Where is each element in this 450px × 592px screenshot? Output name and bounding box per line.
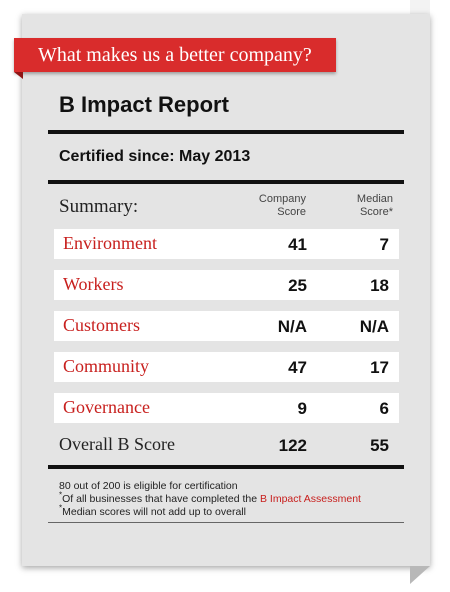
certified-value: May 2013 <box>179 148 251 165</box>
category-name: Environment <box>63 233 157 253</box>
certified-label: Certified since: <box>59 148 175 165</box>
median-score: N/A <box>359 317 389 336</box>
overall-label: Overall B Score <box>59 434 175 454</box>
table-bottom-divider <box>48 465 404 469</box>
banner: What makes us a better company? <box>14 38 336 72</box>
title-divider <box>48 130 404 134</box>
median-score: 6 <box>379 399 389 418</box>
company-score: 9 <box>297 399 307 418</box>
footnotes: 80 out of 200 is eligible for certificat… <box>59 480 399 519</box>
category-name: Community <box>63 356 150 376</box>
median-score: 17 <box>370 358 389 377</box>
page-title: B Impact Report <box>59 92 229 117</box>
b-impact-assessment-link[interactable]: B Impact Assessment <box>260 493 361 505</box>
median-score: 18 <box>370 276 389 295</box>
overall-company-score: 122 <box>278 436 307 455</box>
overall-median-score: 55 <box>370 436 389 455</box>
company-score: 41 <box>288 235 307 254</box>
footnote-eligibility: 80 out of 200 is eligible for certificat… <box>59 480 238 492</box>
median-score-header: Median Score* <box>357 193 393 219</box>
company-score: N/A <box>277 317 307 336</box>
footnote-median-sum-text: Median scores will not add up to overall <box>62 506 246 518</box>
table-row-governance: Governance 9 6 <box>54 393 399 423</box>
table-row-customers: Customers N/A N/A <box>54 311 399 341</box>
footnote-median-basis: *Of all businesses that have completed t… <box>59 490 399 506</box>
footnote-median-sum: *Median scores will not add up to overal… <box>59 503 399 519</box>
summary-label: Summary: <box>59 196 139 217</box>
company-score-header-line1: Company <box>258 193 306 205</box>
table-row-workers: Workers 25 18 <box>54 270 399 300</box>
footnote-asterisk: * <box>59 503 63 513</box>
median-score-header-line1: Median <box>356 193 393 205</box>
company-score-header: Company Score <box>259 193 306 219</box>
certified-divider <box>48 180 404 184</box>
footnote-divider <box>48 522 404 523</box>
banner-tail <box>14 72 23 79</box>
overall-score-row: Overall B Score 122 55 <box>54 430 399 460</box>
company-score-header-line2: Score <box>277 206 306 218</box>
category-name: Governance <box>63 397 150 417</box>
company-score: 25 <box>288 276 307 295</box>
banner-text: What makes us a better company? <box>38 44 312 66</box>
page-fold-top <box>410 0 430 14</box>
footnote-median-basis-text: Of all businesses that have completed th… <box>62 493 260 505</box>
category-name: Workers <box>63 274 124 294</box>
table-row-community: Community 47 17 <box>54 352 399 382</box>
certified-since: Certified since: May 2013 <box>59 148 250 166</box>
company-score: 47 <box>288 358 307 377</box>
median-score: 7 <box>379 235 389 254</box>
median-score-header-line2: Score* <box>359 206 393 218</box>
category-name: Customers <box>63 315 141 335</box>
table-row-environment: Environment 41 7 <box>54 229 399 259</box>
page-fold-corner <box>410 566 430 584</box>
footnote-asterisk: * <box>59 490 63 500</box>
